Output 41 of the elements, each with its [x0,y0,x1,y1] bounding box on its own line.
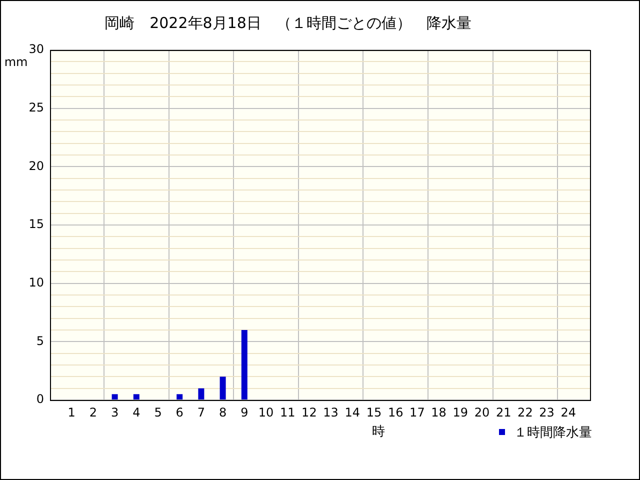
x-tick-label: 8 [218,405,227,420]
y-tick-label: 5 [36,334,44,348]
x-tick-label: 3 [110,405,119,420]
x-tick-label: 13 [323,405,338,420]
y-tick-label: 25 [28,100,44,114]
chart-title: 岡崎 2022年8月18日 （１時間ごとの値） 降水量 [104,14,472,32]
x-tick-label: 16 [388,405,404,420]
bar [241,330,248,400]
x-tick-label: 17 [410,405,425,420]
bar [220,376,226,400]
y-tick-label: 20 [28,158,44,173]
x-tick-label: 23 [539,405,554,420]
bar [133,394,140,400]
bar [198,388,204,400]
x-tick-label: 10 [258,405,274,420]
x-tick-label: 18 [431,405,446,420]
x-tick-label: 1 [68,405,76,420]
x-tick-label: 14 [344,405,360,420]
x-tick-label: 19 [452,405,468,420]
bar [112,394,118,400]
x-tick-label: 24 [560,405,576,420]
y-axis-title: mm [4,55,28,70]
x-tick-label: 20 [474,405,490,420]
x-tick-label: 4 [132,405,140,420]
x-tick-label: 9 [240,405,248,420]
y-tick-label: 30 [28,42,44,56]
x-tick-label: 12 [302,405,317,420]
y-tick-label: 10 [28,275,44,290]
x-tick-label: 21 [496,405,512,420]
x-tick-label: 7 [197,405,206,420]
x-axis-title: 時 [372,424,385,440]
y-tick-label: 0 [36,392,44,406]
x-tick-label: 22 [518,405,533,420]
y-tick-label: 15 [28,217,44,232]
bar [176,394,183,400]
x-tick-label: 15 [366,405,382,420]
x-tick-label: 11 [280,405,296,420]
legend-label: １時間降水量 [514,425,592,440]
x-tick-label: 6 [176,405,184,420]
x-tick-label: 5 [154,405,162,420]
x-tick-label: 2 [89,405,98,420]
